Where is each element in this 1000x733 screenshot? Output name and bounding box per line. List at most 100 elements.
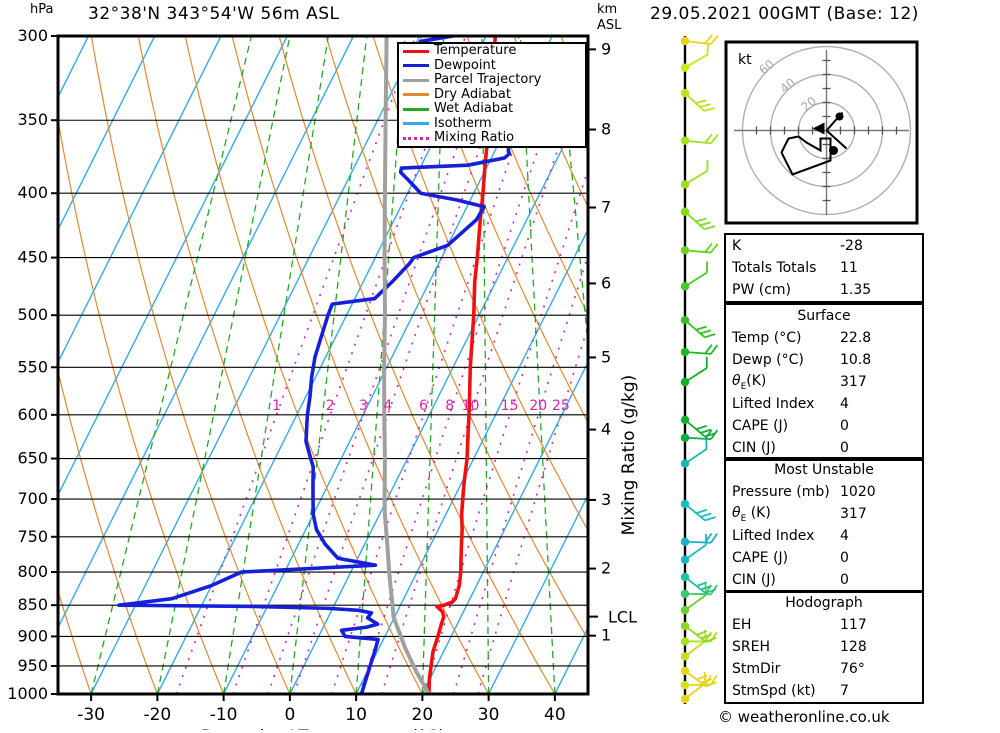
table-row-value: 0 xyxy=(840,418,849,434)
table-row-value: 0 xyxy=(840,572,849,588)
legend-item-parcel-trajectory: Parcel Trajectory xyxy=(399,73,585,88)
table-row-key: Lifted Index xyxy=(732,396,815,412)
table-row: SREH 128 xyxy=(726,636,922,658)
table-row-key: CAPE (J) xyxy=(732,418,789,434)
table-row-key: Pressure (mb) xyxy=(732,484,830,500)
legend-label: Wet Adiabat xyxy=(434,101,514,117)
legend-item-dry-adiabat: Dry Adiabat xyxy=(399,86,585,103)
svg-text:2: 2 xyxy=(326,398,335,414)
table-row: CAPE (J) 0 xyxy=(726,415,922,437)
svg-text:400: 400 xyxy=(17,183,48,202)
table-row: Pressure (mb) 1020 xyxy=(726,481,922,503)
svg-text:6: 6 xyxy=(601,273,611,292)
legend-label: Isotherm xyxy=(434,115,492,131)
table-row-value: 317 xyxy=(840,374,867,390)
wind-barb xyxy=(680,429,719,442)
pressure-unit-label: hPa xyxy=(30,2,54,17)
altitude-unit-label-asl: ASL xyxy=(597,18,622,33)
table-row-value: 22.8 xyxy=(840,330,872,346)
table-row: θE(K) 317 xyxy=(726,371,922,393)
table-row-value: 1020 xyxy=(840,484,876,500)
table-row-value: 76° xyxy=(840,661,865,677)
svg-text:950: 950 xyxy=(17,656,48,675)
legend-label: Temperature xyxy=(434,43,517,59)
wind-barb xyxy=(680,572,717,594)
legend-item-mixing-ratio: Mixing Ratio xyxy=(399,131,585,146)
svg-text:0: 0 xyxy=(284,705,295,725)
svg-text:900: 900 xyxy=(17,626,48,645)
legend-label: Dry Adiabat xyxy=(434,86,511,102)
table-row-key: EH xyxy=(732,617,752,633)
wind-barb xyxy=(680,261,709,291)
wind-barb xyxy=(680,415,716,438)
wind-barb xyxy=(680,666,717,688)
indices-table-general: K -28 Totals Totals 11 PW (cm) 1.35 xyxy=(724,233,924,303)
svg-text:350: 350 xyxy=(17,110,48,129)
svg-text:3: 3 xyxy=(601,490,611,509)
table-row-value: 7 xyxy=(840,683,849,699)
svg-text:30: 30 xyxy=(478,705,500,725)
table-row: CIN (J) 0 xyxy=(726,437,922,459)
table-row: Dewp (°C) 10.8 xyxy=(726,349,922,371)
table-row-value: 317 xyxy=(840,506,867,522)
wind-barb-column xyxy=(680,34,719,704)
svg-text:-20: -20 xyxy=(143,705,171,725)
wind-barb xyxy=(680,159,709,189)
table-row-key: Totals Totals xyxy=(732,260,817,276)
table-row-key: CIN (J) xyxy=(732,572,776,588)
table-row-value: 11 xyxy=(840,260,858,276)
svg-text:4: 4 xyxy=(383,398,392,414)
table-row-key: CAPE (J) xyxy=(732,550,789,566)
copyright-label: © weatheronline.co.uk xyxy=(718,708,890,726)
table-row-value: 4 xyxy=(840,528,849,544)
svg-text:4: 4 xyxy=(601,420,611,439)
wind-barb xyxy=(680,207,716,230)
svg-text:10: 10 xyxy=(462,398,480,414)
table-heading: Hodograph xyxy=(785,595,863,611)
table-heading: Most Unstable xyxy=(774,462,874,478)
table-row: Totals Totals 11 xyxy=(726,257,922,279)
svg-text:LCL: LCL xyxy=(608,608,637,627)
table-row-key: StmSpd (kt) xyxy=(732,683,816,699)
table-row: Temp (°C) 22.8 xyxy=(726,327,922,349)
svg-text:15: 15 xyxy=(501,398,519,414)
indices-table-most-unstable: Most Unstable Pressure (mb) 1020 θE (K) 317 L… xyxy=(724,457,924,593)
table-row: Lifted Index 4 xyxy=(726,393,922,415)
svg-text:7: 7 xyxy=(601,198,611,217)
table-row-value: 10.8 xyxy=(840,352,872,368)
legend-label: Parcel Trajectory xyxy=(434,72,542,88)
table-row: PW (cm) 1.35 xyxy=(726,279,922,301)
table-row-key: Lifted Index xyxy=(732,528,815,544)
legend-item-isotherm: Isotherm xyxy=(399,115,585,132)
svg-text:850: 850 xyxy=(17,595,48,614)
page-title: 32°38'N 343°54'W 56m ASL xyxy=(88,4,340,24)
indices-table-surface: Surface Temp (°C) 22.8 Dewp (°C) 10.8 θE(K) 31… xyxy=(724,303,924,461)
svg-text:5: 5 xyxy=(601,347,611,366)
table-row-value: 0 xyxy=(840,550,849,566)
svg-text:300: 300 xyxy=(17,26,48,45)
wind-barb xyxy=(680,532,718,546)
svg-text:650: 650 xyxy=(17,449,48,468)
table-row-key: Temp (°C) xyxy=(732,330,802,346)
table-row-value: 128 xyxy=(840,639,867,655)
svg-text:1000: 1000 xyxy=(7,684,48,703)
wind-barb xyxy=(680,88,715,112)
legend-item-wet-adiabat: Wet Adiabat xyxy=(399,102,585,117)
table-row: StmSpd (kt) 7 xyxy=(726,680,922,702)
svg-text:9: 9 xyxy=(601,39,611,58)
wind-barb xyxy=(680,43,709,72)
legend: Temperature Dewpoint Parcel Trajectory Dry … xyxy=(397,42,587,148)
legend-swatch xyxy=(403,136,429,140)
wind-barb xyxy=(680,34,719,46)
table-row: EH 117 xyxy=(726,614,922,636)
table-row-value: -28 xyxy=(840,238,863,254)
wind-barb xyxy=(680,583,707,615)
svg-text:1: 1 xyxy=(601,626,611,645)
svg-text:-10: -10 xyxy=(210,705,238,725)
wind-barb xyxy=(680,315,716,339)
wind-barb xyxy=(680,133,719,145)
svg-text:Dewpoint / Temperature (°C): Dewpoint / Temperature (°C) xyxy=(201,727,445,730)
table-row-key: θE(K) xyxy=(732,372,767,392)
legend-swatch xyxy=(403,49,429,53)
